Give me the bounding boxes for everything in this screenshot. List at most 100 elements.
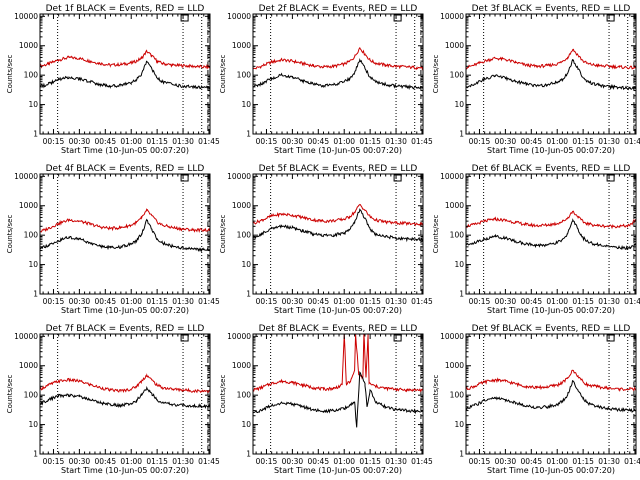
x-tick-label: 01:15 xyxy=(359,457,381,466)
x-tick-label: 00:45 xyxy=(307,137,329,146)
x-axis-label: Start Time (10-Jun-05 00:07:20) xyxy=(487,466,615,475)
y-tick-label: 1000 xyxy=(445,201,464,210)
x-tick-label: 00:45 xyxy=(307,297,329,306)
series-lld-line xyxy=(466,210,636,230)
y-tick-label: 1 xyxy=(33,130,38,139)
x-tick-label: 01:00 xyxy=(333,457,355,466)
x-tick-label: 00:15 xyxy=(256,297,278,306)
x-tick-label: 01:45 xyxy=(198,457,220,466)
x-tick-label: 01:00 xyxy=(546,297,568,306)
panel-det-8f: Det 8f BLACK = Events, RED = LLD 1 10 100 10… xyxy=(219,324,433,475)
series-events-line xyxy=(253,208,423,243)
series-lld-line xyxy=(466,48,636,70)
y-tick-label: 1 xyxy=(33,290,38,299)
x-axis-label: Start Time (10-Jun-05 00:07:20) xyxy=(487,146,615,155)
y-tick-label: 10 xyxy=(28,100,38,109)
y-tick-label: 10000 xyxy=(440,332,464,341)
y-tick-label: 100 xyxy=(450,231,465,240)
x-tick-label: 00:30 xyxy=(495,457,517,466)
x-axis-label: Start Time (10-Jun-05 00:07:20) xyxy=(274,466,402,475)
x-tick-label: 01:00 xyxy=(120,457,142,466)
x-tick-label: 01:30 xyxy=(598,457,620,466)
y-tick-label: 100 xyxy=(24,71,39,80)
y-tick-label: 10000 xyxy=(227,12,251,21)
x-tick-label: 01:45 xyxy=(198,137,220,146)
plot-frame xyxy=(465,173,637,295)
x-tick-label: 01:45 xyxy=(198,297,220,306)
x-tick-label: 01:30 xyxy=(385,297,407,306)
x-tick-label: 01:15 xyxy=(146,137,168,146)
series-events-line xyxy=(466,380,636,413)
x-tick-label: 01:00 xyxy=(333,137,355,146)
x-tick-label: 00:45 xyxy=(307,457,329,466)
x-tick-label: 01:15 xyxy=(146,457,168,466)
panel-title: Det 1f BLACK = Events, RED = LLD xyxy=(46,4,205,14)
y-tick-label: 100 xyxy=(237,231,252,240)
x-axis-label: Start Time (10-Jun-05 00:07:20) xyxy=(61,306,189,315)
y-tick-label: 1 xyxy=(246,130,251,139)
series-events-line xyxy=(253,371,423,428)
y-tick-label: 10 xyxy=(241,100,251,109)
x-tick-label: 01:00 xyxy=(546,137,568,146)
x-tick-label: 01:30 xyxy=(385,457,407,466)
panel-title: Det 4f BLACK = Events, RED = LLD xyxy=(46,164,205,174)
y-tick-label: 100 xyxy=(24,391,39,400)
x-tick-label: 00:30 xyxy=(69,297,91,306)
y-tick-label: 1000 xyxy=(445,361,464,370)
y-axis-label: Counts/sec xyxy=(6,55,14,94)
corner-marker xyxy=(606,14,615,22)
x-tick-label: 01:15 xyxy=(572,297,594,306)
x-tick-label: 00:15 xyxy=(469,137,491,146)
series-lld-line xyxy=(253,334,423,393)
x-tick-label: 00:30 xyxy=(495,297,517,306)
x-tick-label: 00:15 xyxy=(469,457,491,466)
y-tick-label: 1 xyxy=(33,450,38,459)
x-tick-label: 01:30 xyxy=(385,137,407,146)
y-axis-label: Counts/sec xyxy=(6,375,14,414)
y-axis-label: Counts/sec xyxy=(6,215,14,254)
corner-marker xyxy=(180,334,189,342)
y-axis-label: Counts/sec xyxy=(219,215,227,254)
plot-frame xyxy=(252,13,424,135)
x-tick-label: 00:15 xyxy=(256,457,278,466)
corner-marker xyxy=(180,14,189,22)
panel-det-2f: Det 2f BLACK = Events, RED = LLD 1 10 100 10… xyxy=(219,4,433,155)
x-tick-label: 01:45 xyxy=(624,137,640,146)
x-tick-label: 01:45 xyxy=(411,457,433,466)
x-tick-label: 01:45 xyxy=(624,297,640,306)
plot-frame xyxy=(39,333,211,455)
x-tick-label: 00:45 xyxy=(520,137,542,146)
y-tick-label: 10000 xyxy=(14,12,38,21)
x-tick-label: 01:45 xyxy=(411,137,433,146)
plot-frame xyxy=(465,333,637,455)
series-events-line xyxy=(466,59,636,91)
corner-marker xyxy=(606,334,615,342)
x-tick-label: 00:30 xyxy=(282,137,304,146)
panel-det-7f: Det 7f BLACK = Events, RED = LLD 1 10 100 10… xyxy=(6,324,220,475)
x-tick-label: 00:30 xyxy=(69,457,91,466)
y-axis-label: Counts/sec xyxy=(432,215,440,254)
y-axis-label: Counts/sec xyxy=(219,55,227,94)
y-tick-label: 10 xyxy=(241,420,251,429)
y-tick-label: 1 xyxy=(459,130,464,139)
y-tick-label: 10 xyxy=(454,100,464,109)
x-axis-label: Start Time (10-Jun-05 00:07:20) xyxy=(487,306,615,315)
x-tick-label: 01:45 xyxy=(411,297,433,306)
x-tick-label: 00:45 xyxy=(94,137,116,146)
x-tick-label: 00:45 xyxy=(94,457,116,466)
series-lld-line xyxy=(466,369,636,393)
x-tick-label: 01:00 xyxy=(333,297,355,306)
panel-title: Det 9f BLACK = Events, RED = LLD xyxy=(472,324,631,334)
panel-det-1f: Det 1f BLACK = Events, RED = LLD 1 10 100 10… xyxy=(6,4,220,155)
corner-marker xyxy=(393,334,402,342)
x-tick-label: 01:15 xyxy=(572,137,594,146)
y-tick-label: 10000 xyxy=(14,172,38,181)
x-tick-label: 00:15 xyxy=(43,297,65,306)
panel-title: Det 7f BLACK = Events, RED = LLD xyxy=(46,324,205,334)
x-tick-label: 00:30 xyxy=(282,297,304,306)
x-tick-label: 01:45 xyxy=(624,457,640,466)
y-tick-label: 100 xyxy=(450,391,465,400)
x-tick-label: 00:30 xyxy=(69,137,91,146)
series-lld-line xyxy=(40,207,210,234)
x-tick-label: 01:30 xyxy=(172,137,194,146)
